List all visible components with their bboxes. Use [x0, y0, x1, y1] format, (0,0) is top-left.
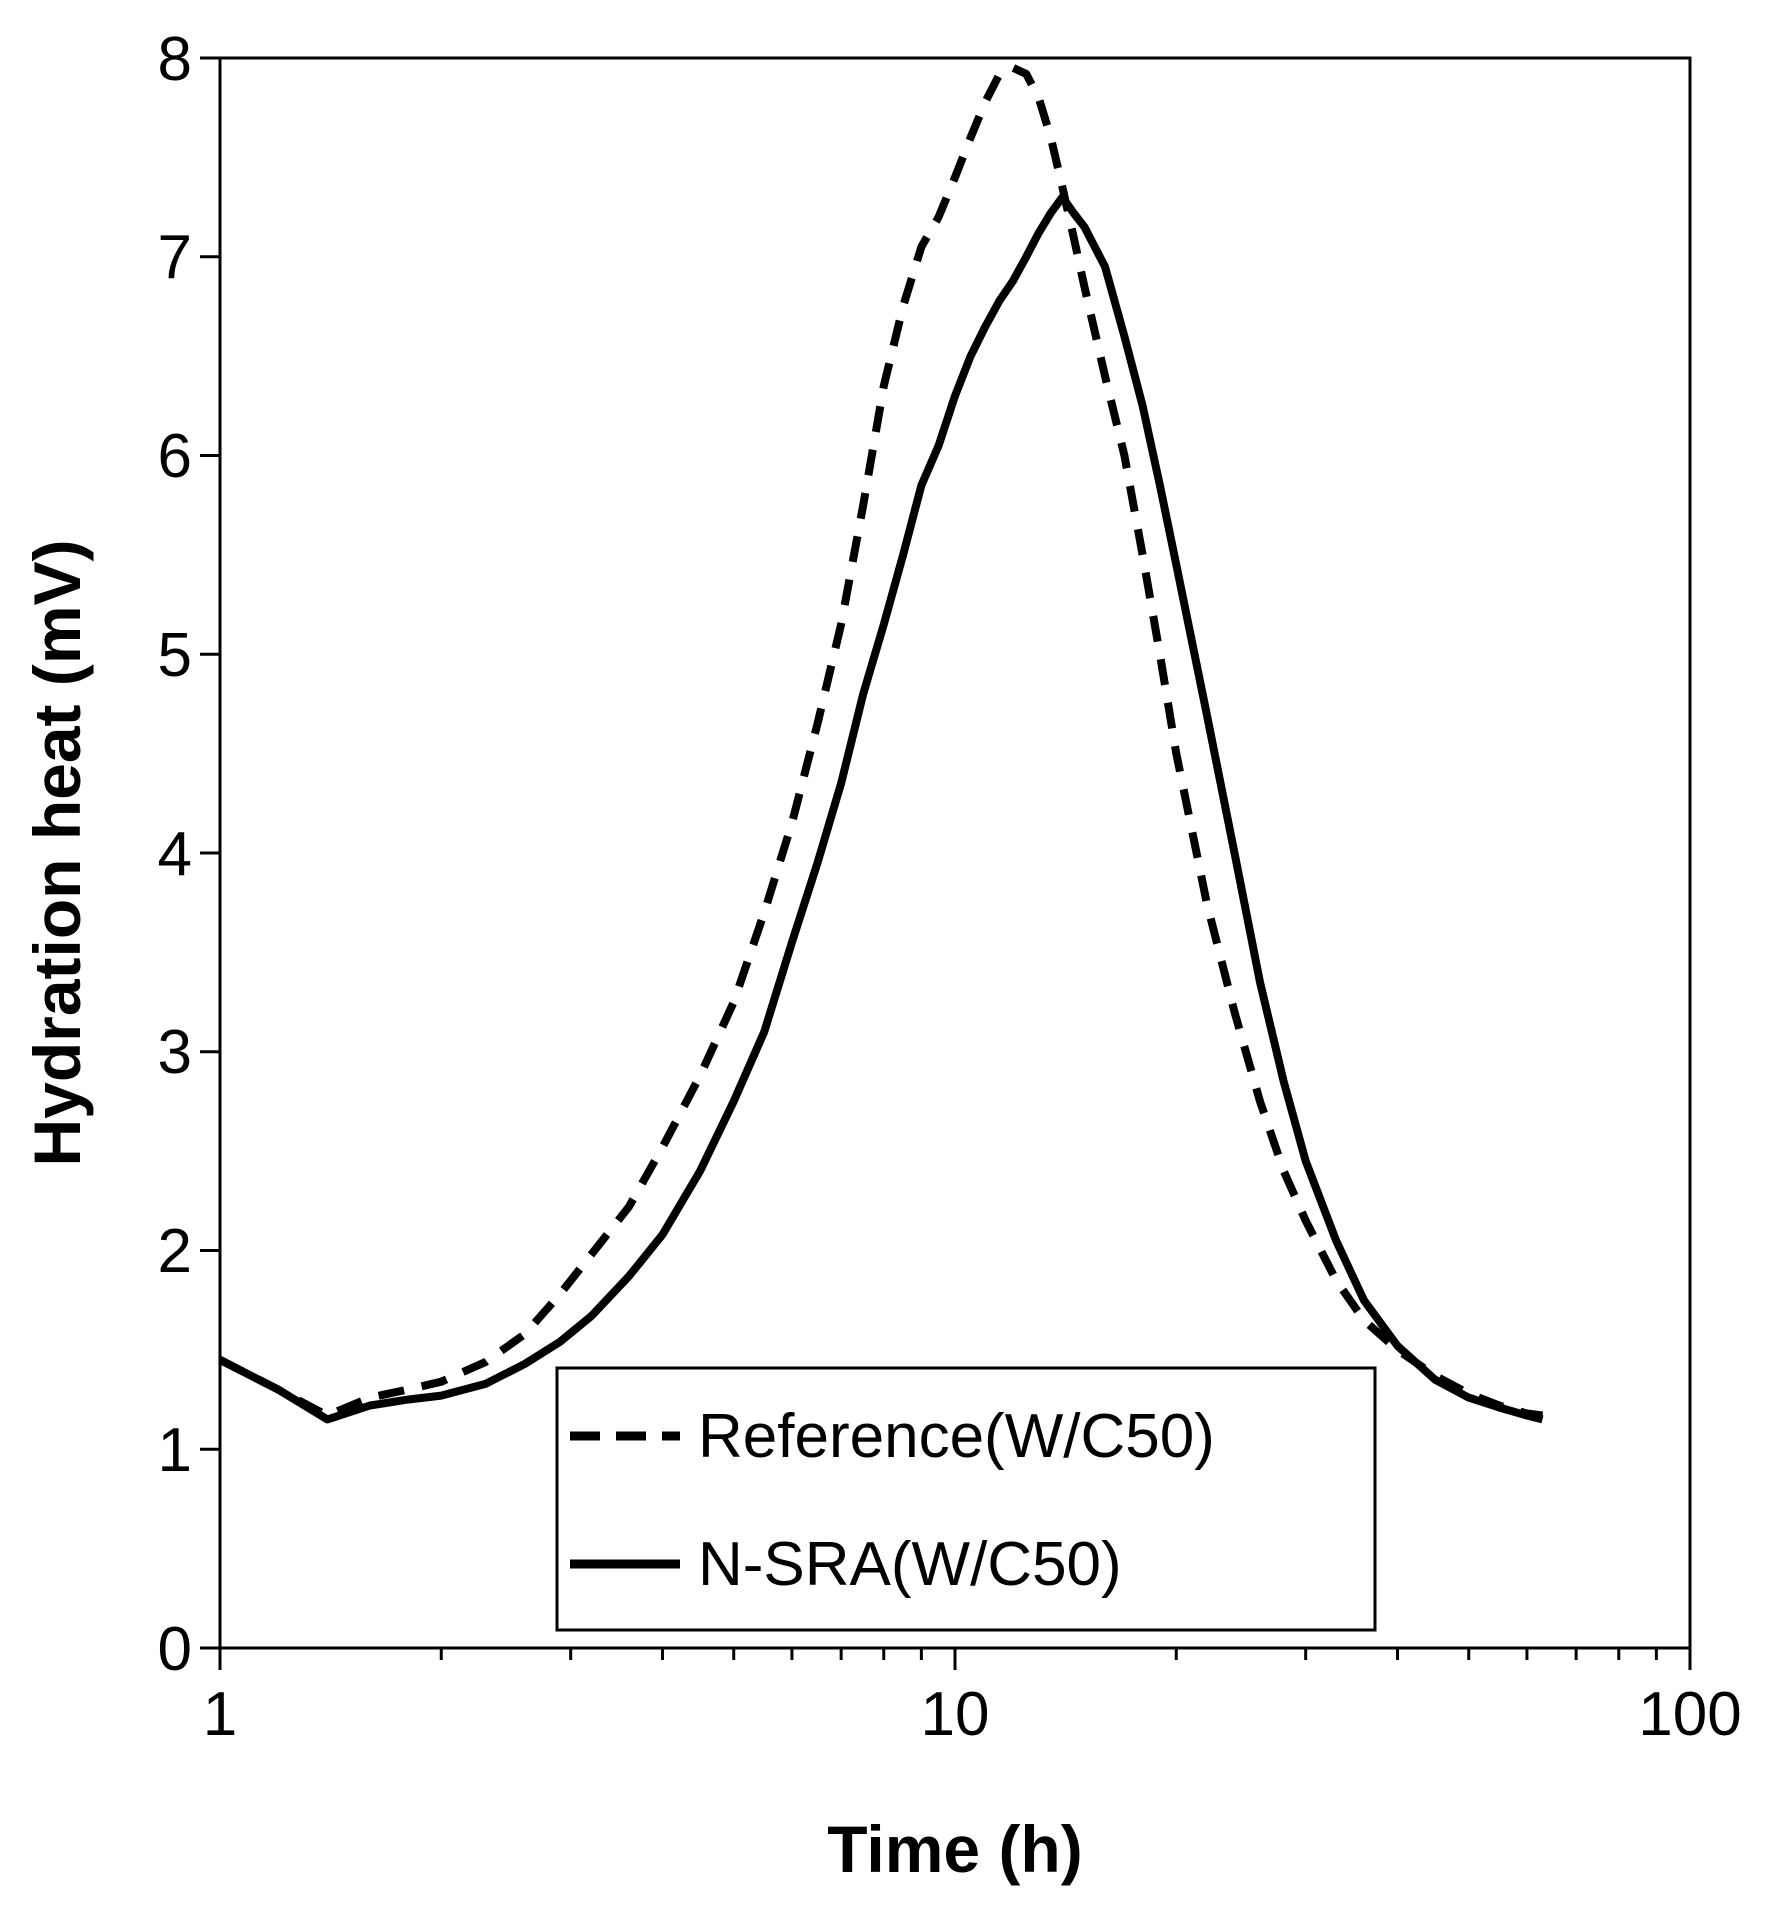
- legend: Reference(W/C50) N-SRA(W/C50): [555, 1366, 1377, 1632]
- y-tick-label: 5: [158, 621, 192, 690]
- x-tick-label: 1: [203, 1680, 237, 1749]
- x-tick-label: 10: [921, 1680, 990, 1749]
- y-axis-title: Hydration heat (mV): [20, 539, 94, 1166]
- y-tick-label: 4: [158, 820, 192, 889]
- legend-label-nsra: N-SRA(W/C50): [698, 1530, 1122, 1599]
- y-tick-label: 3: [158, 1018, 192, 1087]
- legend-box: [555, 1366, 1377, 1632]
- x-tick-labels: 1 10 100: [203, 1680, 1742, 1749]
- y-tick-label: 7: [158, 223, 192, 292]
- y-tick-label: 2: [158, 1217, 192, 1286]
- series-layer: [218, 63, 1544, 1424]
- y-tick-label: 1: [158, 1416, 192, 1485]
- y-tick-label: 6: [158, 422, 192, 491]
- series-line-reference: [218, 63, 1544, 1420]
- legend-label-reference: Reference(W/C50): [698, 1402, 1215, 1471]
- axis-ticks: [200, 56, 1692, 1670]
- y-tick-labels: 0 1 2 3 4 5 6 7 8: [158, 25, 192, 1684]
- x-tick-label: 100: [1638, 1680, 1741, 1749]
- y-tick-label: 8: [158, 25, 192, 94]
- y-tick-label: 0: [158, 1615, 192, 1684]
- x-axis-title: Time (h): [827, 1812, 1082, 1886]
- series-line-nsra: [218, 193, 1544, 1424]
